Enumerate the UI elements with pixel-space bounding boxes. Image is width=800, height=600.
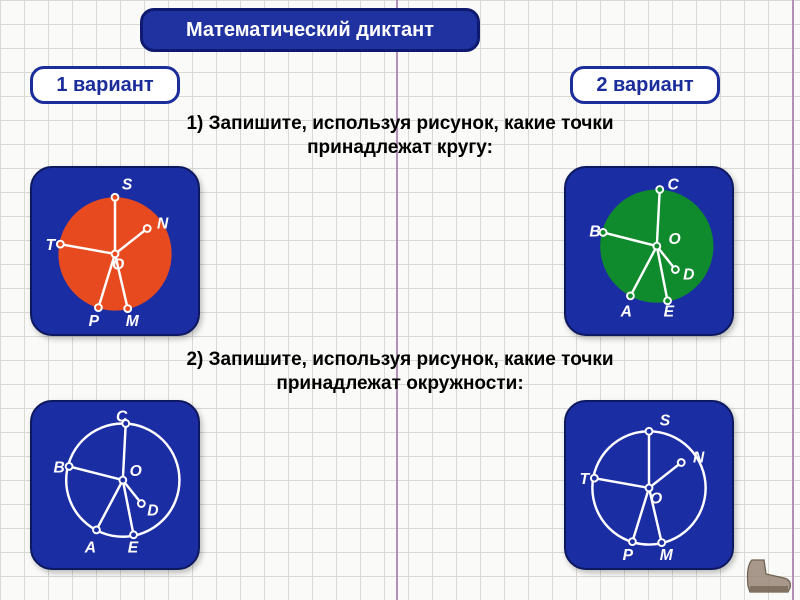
variant-right-pill: 2 вариант (570, 66, 720, 104)
svg-text:O: O (112, 257, 124, 274)
diagram-4: O S N T P M (564, 400, 734, 570)
svg-text:M: M (126, 313, 140, 330)
variant-right-label: 2 вариант (596, 74, 693, 97)
svg-text:A: A (84, 539, 96, 556)
svg-text:C: C (668, 176, 680, 193)
boot-icon (744, 556, 794, 596)
svg-text:S: S (660, 412, 671, 429)
header-title: Математический диктант (186, 19, 434, 42)
variant-left-label: 1 вариант (56, 74, 153, 97)
svg-text:P: P (89, 313, 100, 330)
svg-text:O: O (650, 491, 662, 508)
svg-text:T: T (580, 471, 591, 488)
svg-text:E: E (128, 539, 139, 556)
svg-text:D: D (683, 266, 694, 283)
diagram-2: O C B D A E (564, 166, 734, 336)
svg-text:S: S (122, 176, 133, 193)
svg-text:T: T (46, 237, 57, 254)
svg-text:N: N (693, 450, 705, 467)
svg-text:D: D (147, 502, 158, 519)
svg-text:P: P (623, 547, 634, 564)
question-1-text: 1) Запишите, используя рисунок, какие то… (186, 113, 613, 158)
svg-text:O: O (669, 231, 681, 248)
slide-content: Математический диктант 1 вариант 2 вариа… (0, 0, 800, 600)
diagram-3: O C B D A E (30, 400, 200, 570)
question-1: 1) Запишите, используя рисунок, какие то… (150, 112, 650, 160)
svg-text:E: E (664, 303, 675, 320)
svg-text:N: N (157, 216, 169, 233)
variant-left-pill: 1 вариант (30, 66, 180, 104)
svg-text:B: B (589, 223, 600, 240)
diagram-1: O S N T P M (30, 166, 200, 336)
question-2: 2) Запишите, используя рисунок, какие то… (150, 348, 650, 396)
question-2-text: 2) Запишите, используя рисунок, какие то… (186, 349, 613, 394)
svg-text:M: M (660, 547, 674, 564)
svg-text:B: B (53, 459, 64, 476)
svg-text:O: O (130, 463, 142, 480)
svg-text:A: A (620, 303, 632, 320)
svg-text:C: C (116, 409, 128, 426)
header-pill: Математический диктант (140, 8, 480, 52)
